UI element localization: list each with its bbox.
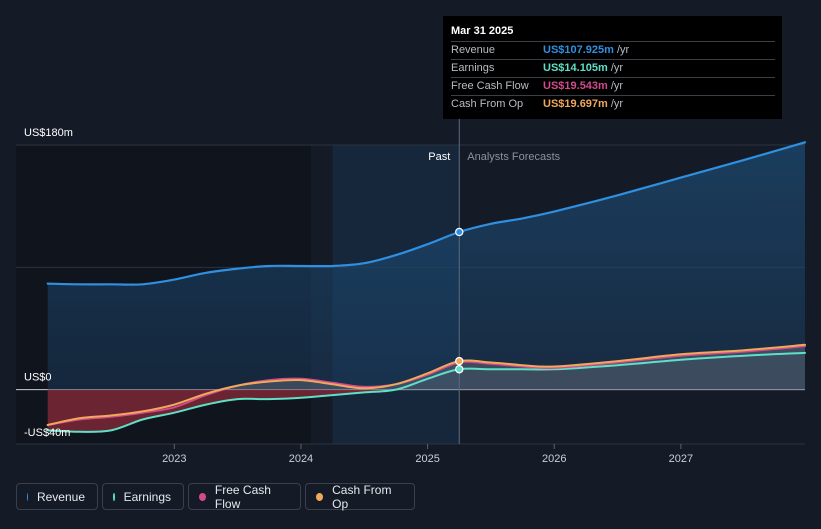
x-tick-label: 2027 [669, 453, 693, 465]
legend-item-revenue[interactable]: Revenue [16, 483, 98, 510]
y-axis-label: US$180m [24, 127, 73, 139]
legend-dot-icon [113, 492, 115, 501]
x-tick-label: 2024 [289, 453, 313, 465]
cash-positive-area [47, 344, 805, 390]
revenue-line [46, 141, 807, 286]
tooltip-unit: /yr [610, 98, 624, 110]
tooltip-unit: /yr [610, 80, 624, 92]
legend-item-free-cash-flow[interactable]: Free Cash Flow [188, 482, 301, 511]
series-lines [46, 141, 807, 433]
legend-dot-icon [199, 492, 206, 501]
x-tick-label: 2023 [162, 453, 186, 465]
tooltip-label: Revenue [451, 44, 496, 56]
forecast-region-label: Analysts Forecasts [467, 151, 560, 163]
earnings-line [46, 351, 806, 433]
legend-item-earnings[interactable]: Earnings [102, 483, 184, 510]
free-cash-flow-line [46, 345, 806, 426]
tooltip-value: US$107.925m [543, 44, 614, 56]
tooltip-label: Earnings [451, 62, 495, 74]
revenue-area [47, 142, 805, 390]
legend-label: Cash From Op [332, 482, 392, 511]
tooltip-row-revenue: Revenue US$107.925m /yr [451, 41, 775, 59]
tooltip-markers [455, 227, 464, 374]
y-axis-label: -US$40m [24, 427, 70, 439]
tooltip-label: Cash From Op [451, 98, 524, 110]
past-region-label: Past [428, 151, 450, 163]
tooltip-row-cash-from-op: Cash From Op US$19.697m /yr [451, 95, 775, 113]
legend: Revenue Earnings Free Cash Flow Cash Fro… [16, 482, 415, 511]
legend-label: Earnings [123, 489, 171, 504]
revenue-marker [455, 227, 464, 237]
tooltip-date: Mar 31 2025 [451, 25, 514, 37]
legend-label: Revenue [36, 489, 85, 504]
y-axis-labels: US$180m US$0 -US$40m [24, 127, 73, 439]
y-axis-label: US$0 [24, 372, 52, 384]
x-tick-label: 2025 [415, 453, 439, 465]
legend-dot-icon [316, 492, 324, 501]
tooltip-value: US$19.697m [543, 98, 608, 110]
tooltip-value: US$19.543m [543, 80, 608, 92]
x-axis-ticks: 2023 2024 2025 2026 2027 [162, 444, 693, 465]
tooltip-row-earnings: Earnings US$14.105m /yr [451, 59, 775, 77]
tooltip-value: US$14.105m [543, 62, 608, 74]
cash-from-op-marker [455, 356, 464, 366]
legend-item-cash-from-op[interactable]: Cash From Op [305, 482, 415, 511]
legend-label: Free Cash Flow [214, 482, 271, 511]
legend-dot-icon [27, 492, 28, 501]
earnings-marker [455, 365, 464, 374]
tooltip-label: Free Cash Flow [451, 80, 529, 92]
x-tick-label: 2026 [542, 453, 566, 465]
tooltip-unit: /yr [610, 62, 624, 74]
tooltip-row-free-cash-flow: Free Cash Flow US$19.543m /yr [451, 77, 775, 95]
cash-from-op-line [46, 343, 806, 426]
tooltip-unit: /yr [616, 44, 630, 56]
tooltip-panel: Mar 31 2025 Revenue US$107.925m /yr Earn… [443, 16, 782, 119]
